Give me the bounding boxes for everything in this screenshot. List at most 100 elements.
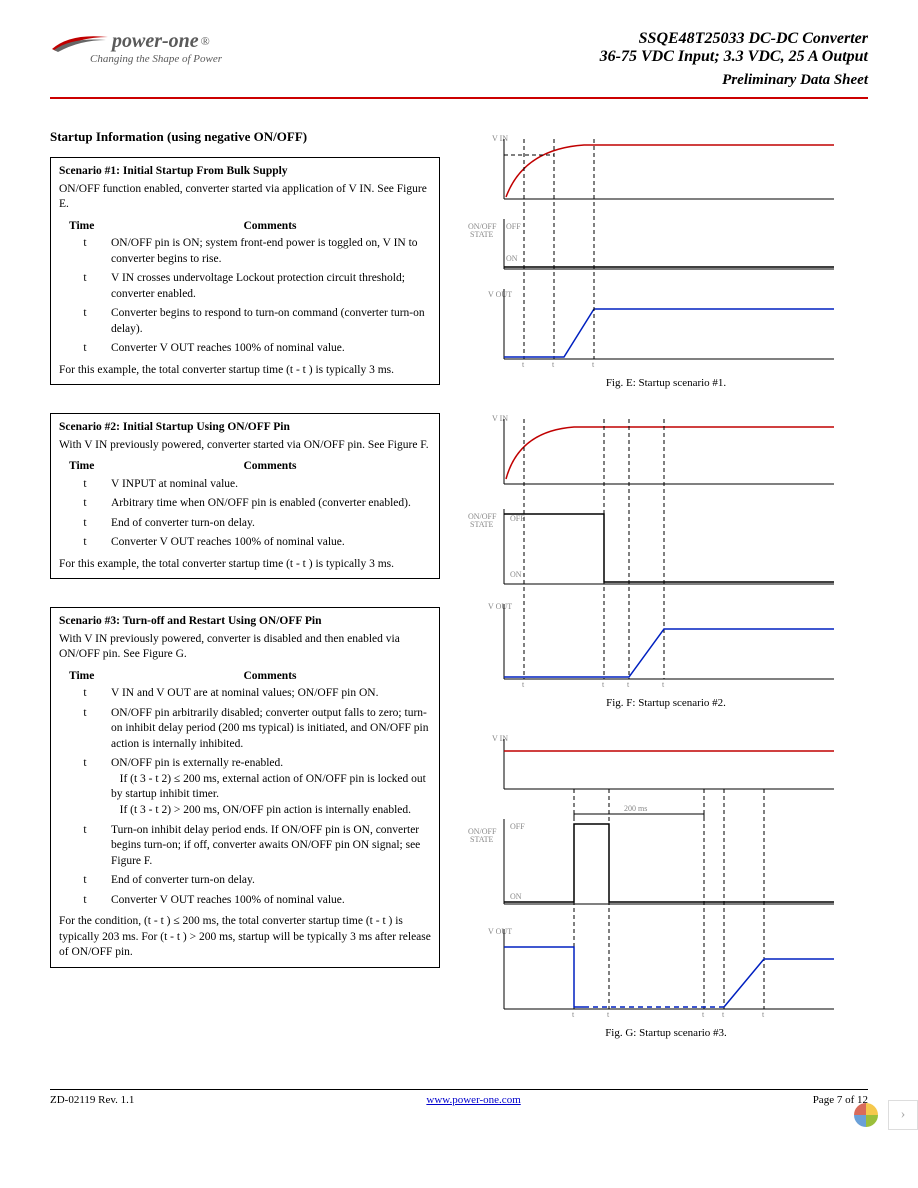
row-comment: Converter V OUT reaches 100% of nominal … [111,341,429,359]
row-comment: V INPUT at nominal value. [111,477,429,495]
logo-registered: ® [201,34,210,49]
svg-text:OFF: OFF [506,222,521,231]
svg-text:t: t [602,680,605,689]
header-divider [50,97,868,99]
viewer-widget: › [852,1100,918,1130]
table-row: t [61,477,109,495]
svg-text:t: t [662,680,665,689]
page-footer: ZD-02119 Rev. 1.1 www.power-one.com Page… [50,1089,868,1106]
scenario-title: Scenario #2: Initial Startup Using ON/OF… [59,420,431,436]
svg-text:V IN: V IN [492,134,508,143]
svg-text:200 ms: 200 ms [624,804,647,813]
table-row: t [61,756,109,820]
row-comment: Converter V OUT reaches 100% of nominal … [111,535,429,553]
table-row: t [61,496,109,514]
scenario-1: Scenario #1: Initial Startup From Bulk S… [50,157,440,385]
figure-g-chart: V IN ON/OFF STATE OFF ON 200 ms [464,729,844,1019]
right-column: V IN ON/OFF STATE OFF ON V OUT [464,129,868,1059]
scenario-2: Scenario #2: Initial Startup Using ON/OF… [50,413,440,579]
svg-text:STATE: STATE [470,230,493,239]
table-row: t [61,823,109,872]
svg-text:ON: ON [510,892,522,901]
svg-text:V OUT: V OUT [488,290,512,299]
table-row: t [61,535,109,553]
svg-text:V OUT: V OUT [488,927,512,936]
next-page-button[interactable]: › [888,1100,918,1130]
svg-text:t: t [762,1010,765,1019]
scenario-footnote: For the condition, (t - t ) ≤ 200 ms, th… [59,914,431,961]
svg-text:ON: ON [510,570,522,579]
scenario-intro: ON/OFF function enabled, converter start… [59,182,431,213]
svg-text:ON: ON [506,254,518,263]
comments-header: Comments [111,219,429,235]
logo-text: power-one [112,30,199,53]
svg-text:STATE: STATE [470,520,493,529]
svg-text:t: t [592,360,595,369]
row-comment: V IN crosses undervoltage Lockout protec… [111,271,429,304]
row-comment: Arbitrary time when ON/OFF pin is enable… [111,496,429,514]
table-row: t [61,236,109,269]
svg-text:V IN: V IN [492,734,508,743]
logo-swoosh-icon [50,31,110,53]
title-line2: 36-75 VDC Input; 3.3 VDC, 25 A Output [600,48,868,66]
figure-f-chart: V IN ON/OFF STATE OFF ON V OUT [464,409,844,689]
title-line1: SSQE48T25033 DC-DC Converter [600,30,868,48]
comments-header: Comments [111,669,429,685]
scenario-footnote: For this example, the total converter st… [59,363,431,379]
logo: power-one ® Changing the Shape of Power [50,30,222,65]
row-comment: V IN and V OUT are at nominal values; ON… [111,686,429,704]
pinwheel-icon [852,1101,880,1129]
row-comment: End of converter turn-on delay. [111,873,429,891]
svg-text:V OUT: V OUT [488,602,512,611]
table-row: t [61,893,109,911]
svg-text:STATE: STATE [470,835,493,844]
figure-f-caption: Fig. F: Startup scenario #2. [464,697,868,709]
table-row: t [61,341,109,359]
row-comment: Converter begins to respond to turn-on c… [111,306,429,339]
row-comment: Turn-on inhibit delay period ends. If ON… [111,823,429,872]
table-row: t [61,706,109,755]
svg-text:t: t [522,680,525,689]
svg-text:OFF: OFF [510,822,525,831]
scenario-footnote: For this example, the total converter st… [59,557,431,573]
svg-text:t: t [607,1010,610,1019]
svg-text:t: t [572,1010,575,1019]
svg-text:t: t [722,1010,725,1019]
scenario-intro: With V IN previously powered, converter … [59,438,431,454]
scenario-intro: With V IN previously powered, converter … [59,632,431,663]
left-column: Startup Information (using negative ON/O… [50,129,440,1059]
footer-link[interactable]: www.power-one.com [426,1094,520,1106]
footer-left: ZD-02119 Rev. 1.1 [50,1094,134,1106]
table-row: t [61,271,109,304]
row-comment: End of converter turn-on delay. [111,516,429,534]
svg-text:OFF: OFF [510,514,525,523]
row-comment: ON/OFF pin is externally re-enabled. If … [111,756,429,820]
time-header: Time [61,669,109,685]
title-line3: Preliminary Data Sheet [600,72,868,89]
row-comment: ON/OFF pin arbitrarily disabled; convert… [111,706,429,755]
scenario-title: Scenario #3: Turn-off and Restart Using … [59,614,431,630]
title-block: SSQE48T25033 DC-DC Converter 36-75 VDC I… [600,30,868,89]
time-header: Time [61,219,109,235]
svg-text:t: t [552,360,555,369]
svg-text:t: t [522,360,525,369]
figure-g-caption: Fig. G: Startup scenario #3. [464,1027,868,1039]
svg-text:t: t [627,680,630,689]
section-heading: Startup Information (using negative ON/O… [50,129,440,145]
table-row: t [61,686,109,704]
row-comment: Converter V OUT reaches 100% of nominal … [111,893,429,911]
table-row: t [61,306,109,339]
row-comment: ON/OFF pin is ON; system front-end power… [111,236,429,269]
time-header: Time [61,459,109,475]
scenario-3: Scenario #3: Turn-off and Restart Using … [50,607,440,967]
logo-tagline: Changing the Shape of Power [90,53,222,65]
figure-e-caption: Fig. E: Startup scenario #1. [464,377,868,389]
chevron-right-icon: › [901,1107,906,1123]
table-row: t [61,516,109,534]
table-row: t [61,873,109,891]
comments-header: Comments [111,459,429,475]
figure-e-chart: V IN ON/OFF STATE OFF ON V OUT [464,129,844,369]
svg-text:V IN: V IN [492,414,508,423]
scenario-title: Scenario #1: Initial Startup From Bulk S… [59,164,431,180]
svg-text:t: t [702,1010,705,1019]
